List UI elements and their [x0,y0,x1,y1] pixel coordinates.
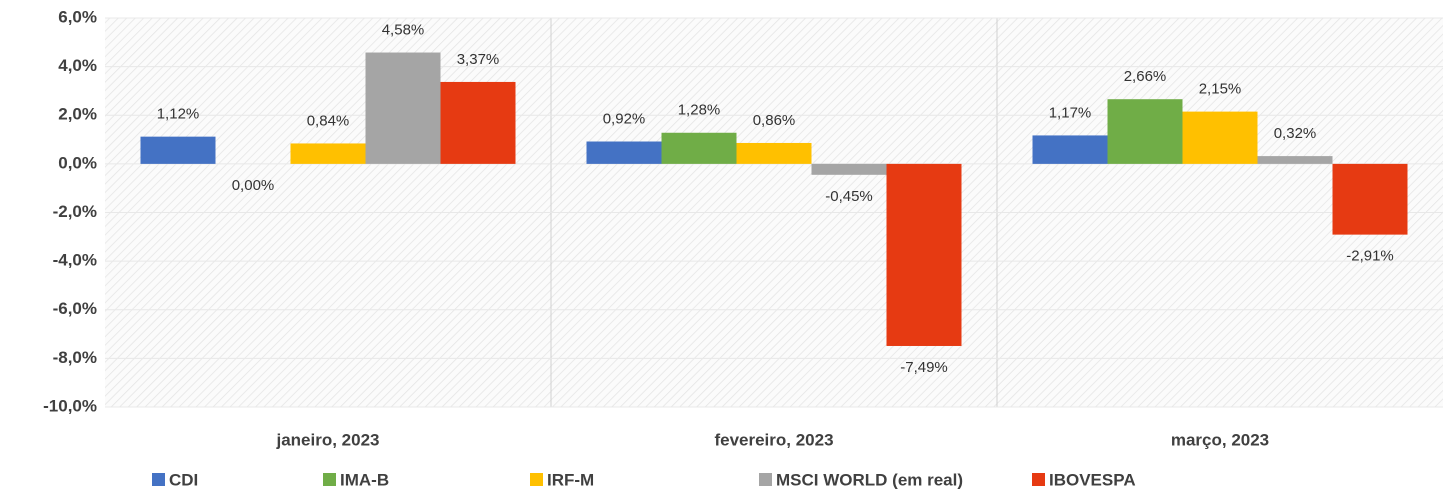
y-tick-label: 4,0% [58,56,97,75]
bar [1107,99,1183,164]
bar [886,163,962,346]
value-label: 4,58% [382,21,425,38]
y-tick-label: -2,0% [53,202,97,221]
y-tick-label: 6,0% [58,7,97,26]
value-label: 0,00% [232,177,275,194]
y-tick-label: 0,0% [58,153,97,172]
legend-label: IBOVESPA [1049,470,1136,489]
bar [440,81,516,164]
bar [140,136,216,164]
value-label: 0,32% [1274,125,1317,142]
y-tick-label: -6,0% [53,299,97,318]
bar [1332,163,1408,235]
value-label: -2,91% [1346,248,1394,265]
value-label: 0,86% [753,112,796,129]
value-label: -7,49% [900,359,948,376]
legend-label: CDI [169,470,198,489]
legend-label: IRF-M [547,470,594,489]
bar [365,52,441,164]
legend-swatch [1032,473,1045,486]
bar [736,142,812,164]
value-label: 3,37% [457,51,500,68]
value-label: 1,28% [678,102,721,119]
value-label: 0,84% [307,112,350,129]
legend-swatch [323,473,336,486]
legend-swatch [759,473,772,486]
y-tick-label: 2,0% [58,105,97,124]
bar [661,132,737,164]
y-tick-label: -4,0% [53,251,97,270]
bar [586,141,662,164]
bar [811,163,887,175]
value-label: -0,45% [825,188,873,205]
bar [1257,156,1333,164]
legend-swatch [530,473,543,486]
y-tick-label: -10,0% [43,396,97,415]
legend-label: IMA-B [340,470,389,489]
bar [1032,135,1108,164]
value-label: 0,92% [603,110,646,127]
value-label: 1,17% [1049,104,1092,121]
x-tick-label: fevereiro, 2023 [714,430,833,449]
legend-label: MSCI WORLD (em real) [776,470,963,489]
bar [1182,111,1258,164]
y-tick-label: -8,0% [53,348,97,367]
legend-swatch [152,473,165,486]
x-tick-label: março, 2023 [1171,430,1269,449]
value-label: 2,66% [1124,68,1167,85]
bar [290,143,366,164]
x-tick-label: janeiro, 2023 [275,430,379,449]
value-label: 1,12% [157,106,200,123]
value-label: 2,15% [1199,81,1242,98]
